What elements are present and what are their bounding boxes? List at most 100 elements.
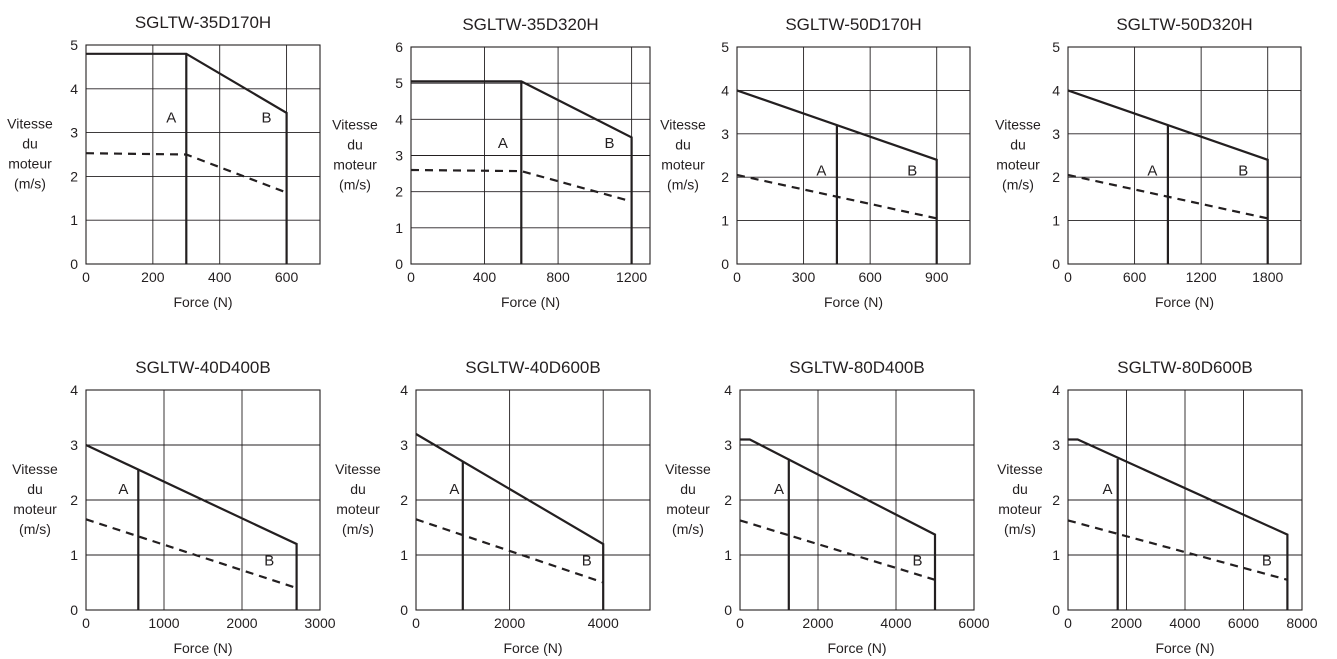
y-tick-label: 0 [400, 602, 408, 618]
series-line-dashed [410, 168, 632, 203]
x-tick-label: 2000 [226, 615, 257, 631]
chart-title: SGLTW-80D600B [1117, 358, 1252, 377]
y-tick-label: 3 [1052, 437, 1060, 453]
series-line-dashed [85, 518, 297, 590]
x-axis-label: Force (N) [827, 640, 886, 656]
y-tick-label: 4 [70, 382, 78, 398]
x-tick-label: 4000 [880, 615, 911, 631]
annotation-label: A [1147, 163, 1157, 180]
y-tick-label: 0 [724, 602, 732, 618]
x-tick-label: 0 [1064, 615, 1072, 631]
y-tick-label: 1 [1052, 213, 1060, 229]
series-line-dashed [85, 152, 287, 194]
x-tick-label: 0 [1064, 269, 1072, 285]
y-tick-label: 4 [1052, 382, 1060, 398]
series-line-dashed [1067, 519, 1288, 581]
x-axis-label: Force (N) [503, 640, 562, 656]
y-tick-label: 1 [70, 212, 78, 228]
y-axis-label-line: moteur [8, 156, 52, 172]
x-tick-label: 300 [792, 269, 816, 285]
annotation-label: B [907, 163, 917, 180]
series-line-solid [1067, 89, 1269, 264]
x-axis-label: Force (N) [173, 294, 232, 310]
x-tick-label: 600 [1123, 269, 1147, 285]
y-axis-label-line: du [347, 137, 363, 153]
chart-title: SGLTW-50D170H [785, 15, 921, 34]
series-line-solid [736, 89, 938, 264]
y-axis-label-line: du [1010, 137, 1026, 153]
y-axis-label-line: (m/s) [1004, 521, 1036, 537]
annotation-label: B [912, 553, 922, 570]
y-tick-label: 2 [70, 168, 78, 184]
y-tick-label: 0 [70, 256, 78, 272]
y-tick-label: 3 [70, 437, 78, 453]
x-tick-label: 900 [925, 269, 949, 285]
y-axis-label-line: moteur [333, 157, 377, 173]
y-axis-label-line: (m/s) [1002, 177, 1034, 193]
annotation-label: A [166, 109, 176, 126]
chart-title: SGLTW-35D320H [462, 15, 598, 34]
y-axis-label-line: Vitesse [660, 117, 706, 133]
chart-5: SGLTW-40D400B 0 1 2 3 4 0 1000 2000 3000 Force (N)… [12, 358, 336, 656]
x-tick-label: 2000 [802, 615, 833, 631]
chart-7: SGLTW-80D400B 0 1 2 3 4 0 2000 4000 6000 Force (N)… [665, 358, 990, 656]
y-tick-label: 3 [400, 437, 408, 453]
chart-2: SGLTW-35D320H 0 1 2 3 4 5 6 0 400 800 1200 Force (N)… [332, 15, 651, 310]
x-tick-label: 0 [82, 615, 90, 631]
x-tick-label: 600 [858, 269, 882, 285]
y-axis-label-line: Vitesse [12, 461, 58, 477]
annotation-label: A [498, 135, 508, 152]
series-line-solid [415, 433, 605, 610]
y-axis-label-line: du [675, 137, 691, 153]
series-line-solid [740, 438, 937, 610]
y-axis-label-line: moteur [666, 501, 710, 517]
y-tick-label: 4 [70, 81, 78, 97]
y-tick-label: 2 [400, 492, 408, 508]
annotation-label: B [582, 553, 592, 570]
x-tick-label: 800 [546, 269, 570, 285]
series-line-dashed [415, 518, 604, 584]
x-tick-label: 6000 [1228, 615, 1259, 631]
y-axis-label-line: (m/s) [19, 521, 51, 537]
y-tick-label: 0 [395, 256, 403, 272]
plot-frame [85, 389, 321, 611]
chart-1: SGLTW-35D170H 0 1 2 3 4 5 0 200 400 600 Force (N) Vi… [7, 13, 321, 310]
y-axis-label-line: Vitesse [665, 461, 711, 477]
annotation-label: B [262, 109, 272, 126]
plot-frame [410, 46, 651, 265]
annotation-label: A [774, 481, 784, 498]
y-axis-label-line: (m/s) [339, 177, 371, 193]
y-axis-label-line: moteur [13, 501, 57, 517]
y-tick-label: 3 [70, 125, 78, 141]
y-tick-label: 1 [1052, 547, 1060, 563]
y-tick-label: 3 [721, 126, 729, 142]
y-tick-label: 2 [70, 492, 78, 508]
y-tick-label: 1 [70, 547, 78, 563]
y-axis-label-line: moteur [661, 157, 705, 173]
x-axis-label: Force (N) [1155, 294, 1214, 310]
chart-title: SGLTW-35D170H [135, 13, 271, 32]
y-axis-label-line: Vitesse [332, 117, 378, 133]
y-axis-label-line: Vitesse [995, 117, 1041, 133]
plot-frame [736, 46, 971, 265]
y-tick-label: 1 [400, 547, 408, 563]
y-tick-label: 5 [395, 75, 403, 91]
series-line-dashed [1067, 173, 1268, 220]
annotation-label: B [264, 553, 274, 570]
x-tick-label: 600 [275, 269, 299, 285]
x-tick-label: 1800 [1252, 269, 1283, 285]
y-axis-label-line: (m/s) [14, 176, 46, 192]
y-axis-label-line: (m/s) [342, 521, 374, 537]
chart-title: SGLTW-40D600B [465, 358, 600, 377]
y-tick-label: 1 [721, 213, 729, 229]
y-tick-label: 5 [70, 37, 78, 53]
chart-4: SGLTW-50D320H 0 1 2 3 4 5 0 600 1200 1800 Force (N)… [995, 15, 1302, 310]
y-axis-label-line: Vitesse [7, 116, 53, 132]
series-line-solid [85, 444, 298, 610]
y-tick-label: 0 [70, 602, 78, 618]
x-tick-label: 4000 [588, 615, 619, 631]
y-axis-label-line: moteur [996, 157, 1040, 173]
x-tick-label: 2000 [1111, 615, 1142, 631]
y-tick-label: 2 [724, 492, 732, 508]
